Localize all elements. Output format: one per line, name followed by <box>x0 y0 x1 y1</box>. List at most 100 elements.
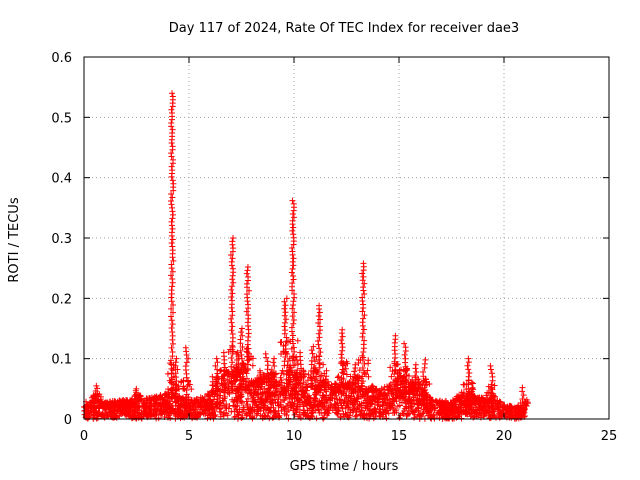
data-point <box>228 327 235 334</box>
data-point <box>360 301 367 308</box>
data-point <box>231 378 238 385</box>
x-tick-label: 20 <box>496 429 513 444</box>
data-point <box>239 344 246 351</box>
data-point <box>280 343 287 350</box>
data-point <box>292 391 299 398</box>
data-point <box>458 389 465 396</box>
data-point <box>312 358 319 365</box>
data-point <box>121 406 128 413</box>
data-point <box>465 366 472 373</box>
data-point <box>264 413 271 420</box>
data-point <box>404 365 411 372</box>
data-point <box>419 396 426 403</box>
data-point <box>290 231 297 238</box>
data-point <box>286 379 293 386</box>
data-point <box>259 399 266 406</box>
data-point <box>177 408 184 415</box>
data-point <box>90 392 97 399</box>
data-point <box>192 411 199 418</box>
data-point <box>345 380 352 387</box>
data-point <box>485 389 492 396</box>
data-point <box>290 224 297 231</box>
data-point <box>162 392 169 399</box>
y-tick-label: 0.3 <box>51 232 72 247</box>
data-point <box>272 370 279 377</box>
data-point <box>233 372 240 379</box>
data-point <box>251 406 258 413</box>
data-point <box>281 298 288 305</box>
data-point <box>258 377 265 384</box>
data-point <box>466 370 473 377</box>
data-point <box>461 402 468 409</box>
data-point <box>217 367 224 374</box>
data-point <box>95 411 102 418</box>
data-point <box>261 412 268 419</box>
data-point <box>185 407 192 414</box>
data-point <box>289 313 296 320</box>
data-point <box>351 368 358 375</box>
data-point <box>294 360 301 367</box>
data-point <box>261 372 268 379</box>
data-point <box>110 414 117 421</box>
data-point <box>209 373 216 380</box>
data-point <box>208 410 215 417</box>
data-point <box>391 339 398 346</box>
data-point <box>216 400 223 407</box>
data-point <box>313 415 320 422</box>
data-point <box>316 323 323 330</box>
data-point <box>230 245 237 252</box>
data-point <box>253 402 260 409</box>
data-point <box>291 362 298 369</box>
data-point <box>167 357 174 364</box>
data-point <box>245 301 252 308</box>
data-point <box>166 377 173 384</box>
data-point <box>180 383 187 390</box>
data-point <box>287 400 294 407</box>
data-point <box>394 370 401 377</box>
data-point <box>252 378 259 385</box>
data-point <box>121 398 128 405</box>
data-point <box>389 368 396 375</box>
data-point <box>519 396 526 403</box>
data-point <box>194 396 201 403</box>
data-point <box>359 333 366 340</box>
data-point <box>298 387 305 394</box>
data-point <box>249 355 256 362</box>
data-point <box>266 407 273 414</box>
data-point <box>169 215 176 222</box>
data-point <box>182 344 189 351</box>
data-point <box>402 355 409 362</box>
data-point <box>220 349 227 356</box>
data-point <box>316 353 323 360</box>
data-point <box>461 381 468 388</box>
data-point <box>342 404 349 411</box>
data-point <box>231 408 238 415</box>
data-point <box>360 326 367 333</box>
data-point <box>302 413 309 420</box>
data-point <box>362 405 369 412</box>
data-point <box>333 385 340 392</box>
data-point <box>245 334 252 341</box>
data-point <box>235 355 242 362</box>
data-point <box>161 391 168 398</box>
data-point <box>169 268 176 275</box>
data-point <box>90 412 97 419</box>
data-point <box>267 393 274 400</box>
data-point <box>265 386 272 393</box>
data-point <box>325 396 332 403</box>
data-point <box>206 393 213 400</box>
data-point <box>116 413 123 420</box>
data-point <box>228 286 235 293</box>
data-point <box>320 379 327 386</box>
data-point <box>298 371 305 378</box>
data-point <box>334 406 341 413</box>
data-point <box>339 340 346 347</box>
data-point <box>321 393 328 400</box>
data-point <box>127 408 134 415</box>
data-point <box>289 217 296 224</box>
data-point <box>311 367 318 374</box>
data-point <box>290 272 297 279</box>
data-point <box>339 333 346 340</box>
data-point <box>159 394 166 401</box>
data-point <box>307 401 314 408</box>
